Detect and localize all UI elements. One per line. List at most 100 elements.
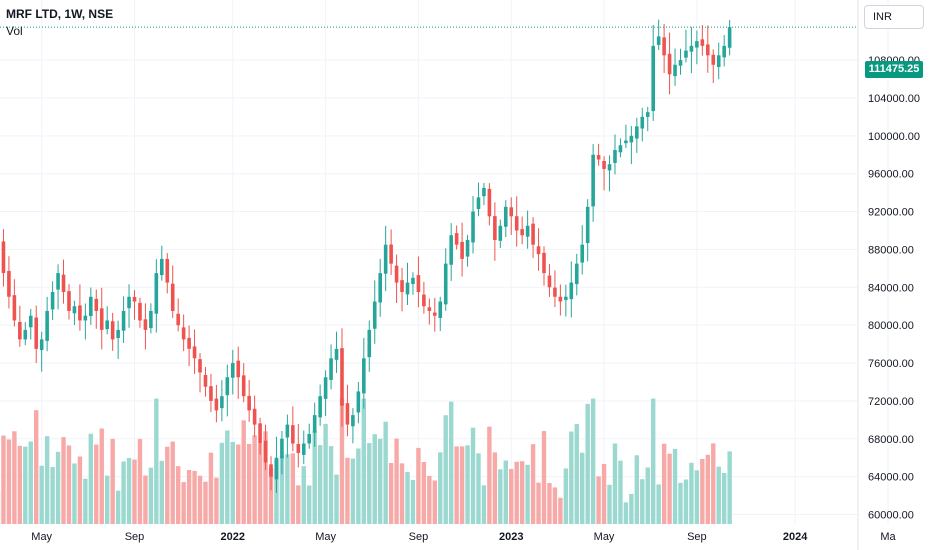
candle-body [678, 60, 683, 66]
candle-body [635, 126, 639, 139]
volume-bar [115, 490, 121, 524]
volume-bar [410, 480, 416, 524]
volume-bar [28, 441, 33, 524]
candle-body [258, 423, 262, 444]
y-tick-label: 104000.00 [868, 93, 920, 105]
candle-body [56, 273, 60, 290]
candle-body [12, 295, 17, 321]
candle-body [269, 464, 273, 477]
volume-bar [498, 469, 503, 524]
volume-bar [186, 470, 192, 524]
candle-body [236, 360, 241, 378]
volume-bar [678, 482, 683, 524]
volume-bar [438, 452, 443, 524]
candle-body [427, 307, 432, 311]
volume-bar [443, 415, 448, 524]
volume-bar [580, 452, 585, 524]
volume-bar [454, 446, 459, 524]
volume-bar [727, 451, 732, 524]
candle-body [45, 310, 49, 341]
volume-bars [0, 398, 732, 524]
volume-bar [192, 470, 197, 524]
volume-bar [705, 454, 710, 524]
candle-body [67, 291, 71, 311]
volume-bar [667, 453, 672, 524]
y-tick-label: 76000.00 [868, 358, 914, 370]
volume-bar [219, 442, 225, 524]
candle-body [116, 329, 120, 339]
candle-body [181, 327, 186, 340]
volume-bar [394, 438, 399, 524]
candle-body [160, 258, 164, 276]
candle-body [618, 145, 623, 153]
volume-bar [323, 423, 328, 524]
currency-selector[interactable]: INR [864, 5, 924, 29]
volume-bar [88, 433, 94, 524]
candle-body [230, 363, 235, 378]
x-tick-label: May [31, 531, 52, 543]
volume-bar [307, 485, 312, 524]
candle-body [220, 396, 224, 409]
volume-bar [208, 452, 214, 524]
volume-bar [34, 410, 39, 524]
volume-bar [121, 461, 126, 524]
volume-bar [246, 443, 252, 524]
candle-body [149, 310, 153, 329]
volume-bar [110, 438, 115, 524]
volume-label[interactable]: Vol [6, 24, 23, 38]
candle-body [318, 396, 322, 418]
candle-body [471, 211, 475, 243]
candle-body [389, 244, 393, 264]
x-tick-label: Sep [409, 531, 429, 543]
x-tick-label: 2024 [783, 531, 808, 543]
candle-body [553, 287, 557, 297]
candle-body [558, 296, 563, 302]
volume-bar [618, 460, 623, 524]
candle-body [613, 150, 617, 163]
candle-body [356, 391, 361, 413]
candle-body [78, 305, 82, 321]
x-tick-label: May [315, 531, 336, 543]
time-axis[interactable]: May Sep 2022 May Sep 2023 May Sep 2024 Ma [31, 531, 896, 543]
volume-bar [154, 398, 159, 524]
volume-bar [345, 457, 350, 524]
candle-body [531, 223, 535, 245]
candle-body [629, 135, 634, 143]
candle-body [323, 377, 328, 399]
volume-bar [132, 459, 137, 524]
volume-bar [607, 484, 612, 524]
volume-bar [181, 482, 186, 524]
volume-bar [421, 462, 427, 524]
candle-body [351, 415, 355, 427]
volume-bar [367, 443, 372, 524]
volume-bar [279, 455, 285, 524]
candle-body [656, 36, 661, 45]
candle-body [372, 301, 377, 329]
price-axis[interactable]: 60000.00 64000.00 68000.00 72000.00 76000.00… [868, 55, 920, 521]
volume-bar [634, 455, 640, 524]
volume-bar [383, 421, 388, 524]
candle-body [542, 252, 546, 274]
volume-bar [378, 438, 383, 524]
candle-body [50, 292, 55, 310]
volume-bar [44, 436, 50, 524]
x-tick-label: Sep [687, 531, 707, 543]
volume-bar [541, 431, 547, 524]
candle-body [383, 244, 388, 274]
volume-bar [334, 474, 339, 524]
volume-bar [83, 478, 88, 524]
candle-body [411, 277, 415, 285]
volume-bar [148, 467, 154, 524]
volume-bar [476, 453, 481, 524]
volume-bar [711, 443, 716, 524]
candle-body [438, 301, 443, 319]
candle-body [209, 386, 213, 401]
symbol-title[interactable]: MRF LTD, 1W, NSE [6, 7, 114, 21]
volume-bar [55, 451, 61, 524]
candle-body [509, 207, 514, 217]
volume-bar [143, 475, 148, 524]
volume-bar [252, 435, 257, 524]
candle-body [34, 317, 39, 349]
candle-body [405, 282, 410, 295]
